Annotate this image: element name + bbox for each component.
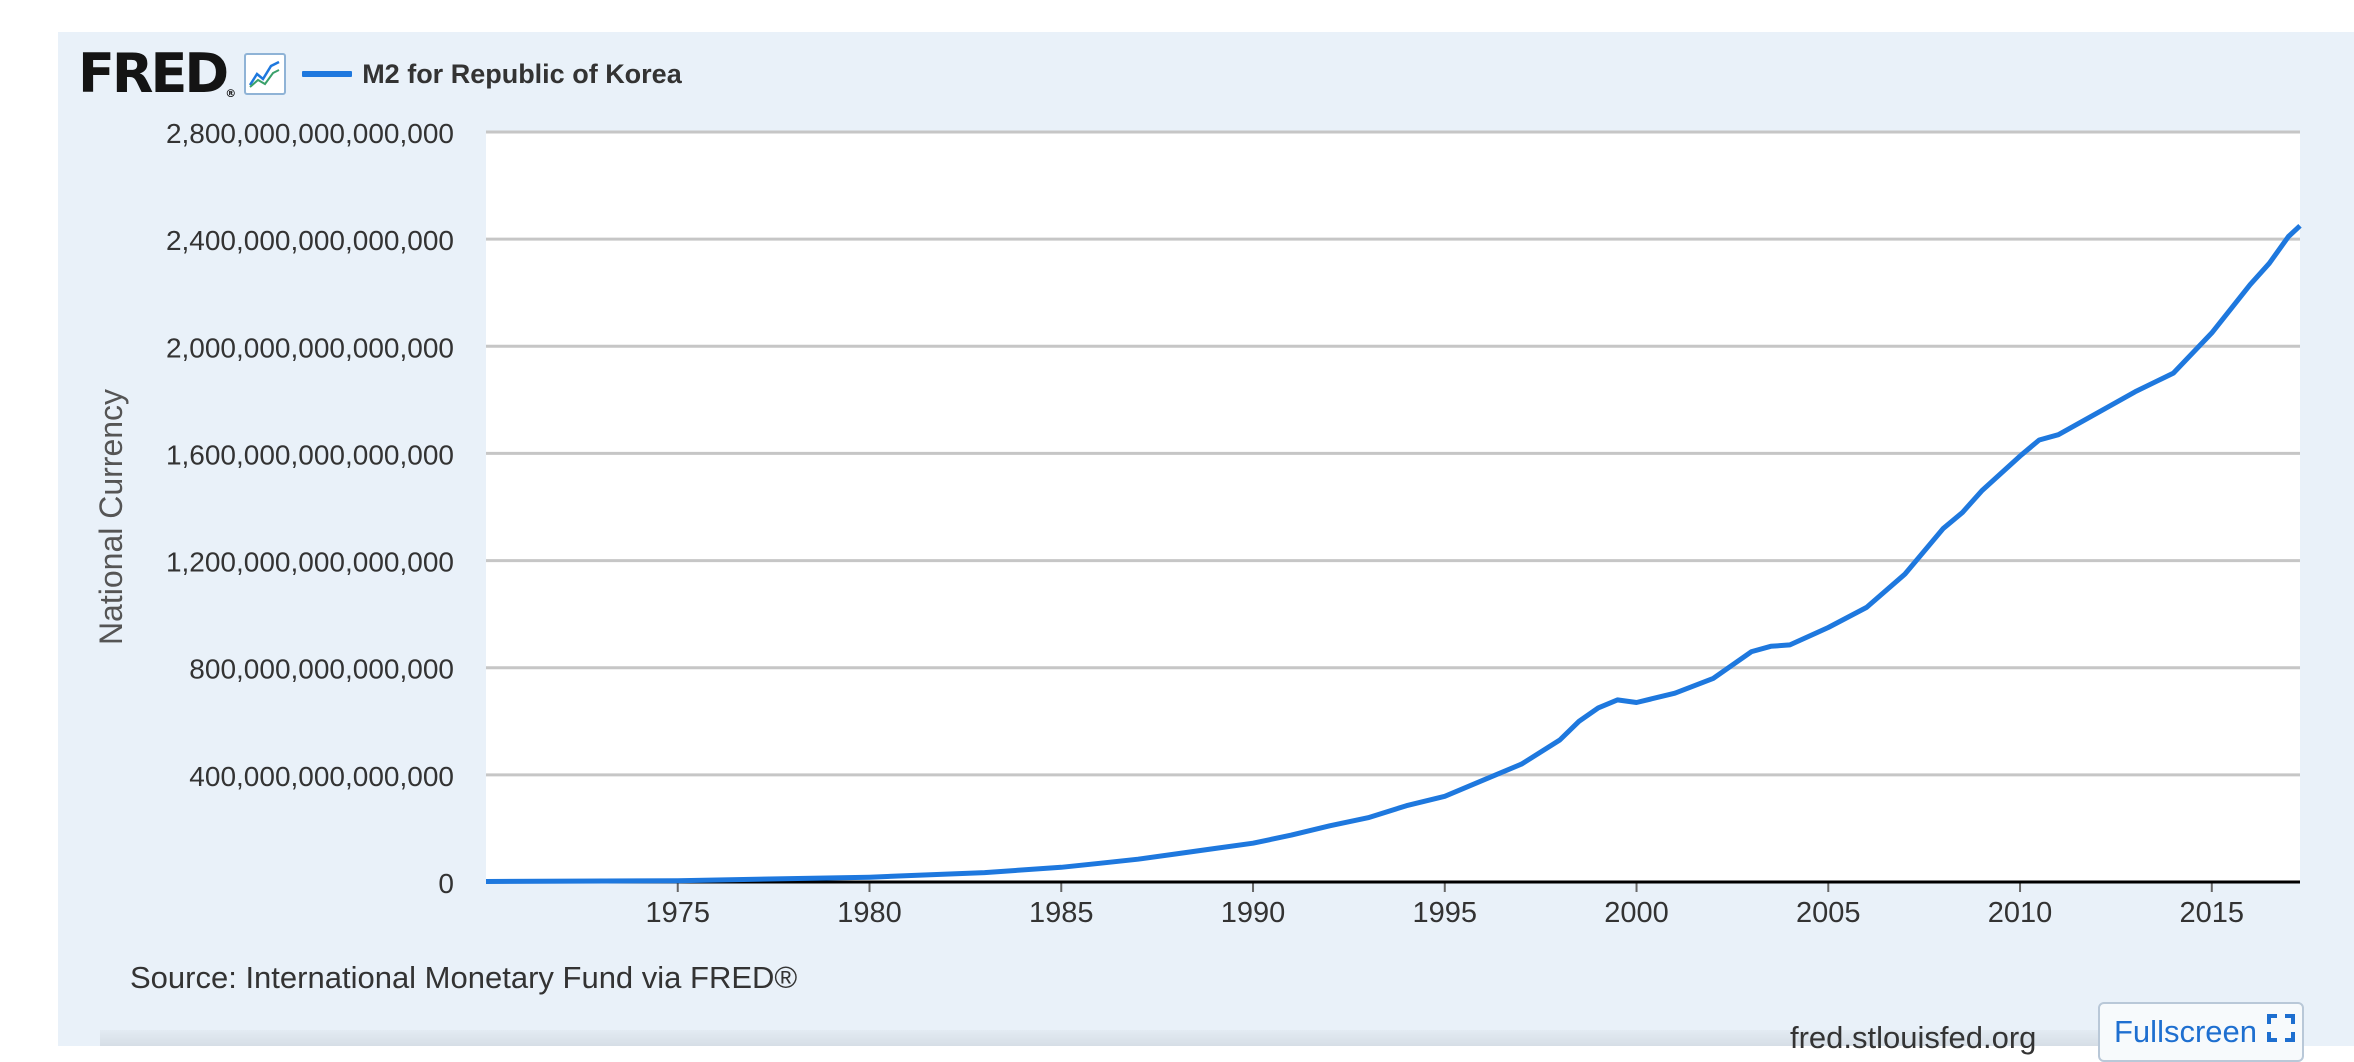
x-axis-ticks: 1975 1980 1985 1990 1995 2000 2005 2010 2015: [645, 882, 2244, 929]
y-tick-label: 2,000,000,000,000,000: [166, 332, 454, 363]
expand-icon: [2267, 1014, 2295, 1050]
y-tick-label: 2,800,000,000,000,000: [166, 118, 454, 149]
y-axis-label: National Currency: [93, 389, 129, 645]
x-tick-label: 1975: [645, 897, 710, 929]
x-tick-label: 2015: [2180, 897, 2245, 929]
y-axis-ticks: 0 400,000,000,000,000 800,000,000,000,000 1…: [166, 118, 454, 899]
y-tick-label: 0: [438, 868, 454, 899]
x-tick-label: 1995: [1413, 897, 1478, 929]
legend-swatch: [302, 71, 353, 77]
y-tick-label: 800,000,000,000,000: [189, 654, 454, 685]
series-line[interactable]: [485, 223, 2302, 884]
x-tick-label: 1985: [1029, 897, 1094, 929]
x-tick-label: 2010: [1988, 897, 2053, 929]
site-link[interactable]: fred.stlouisfed.org: [1790, 1020, 2037, 1055]
line-chart: 0 400,000,000,000,000 800,000,000,000,000 1…: [93, 118, 2302, 929]
fullscreen-label: Fullscreen: [2114, 1014, 2257, 1049]
plot-area: [486, 132, 2300, 882]
y-tick-label: 2,400,000,000,000,000: [166, 225, 454, 256]
x-tick-label: 1990: [1221, 897, 1286, 929]
fullscreen-button[interactable]: Fullscreen: [2098, 1002, 2304, 1062]
y-tick-label: 1,600,000,000,000,000: [166, 439, 454, 470]
y-tick-label: 400,000,000,000,000: [189, 761, 454, 792]
x-tick-label: 2000: [1604, 897, 1669, 929]
y-tick-label: 1,200,000,000,000,000: [166, 547, 454, 578]
line-chart-icon[interactable]: [244, 53, 287, 95]
grid-lines: [486, 130, 2300, 777]
source-note: Source: International Monetary Fund via …: [130, 960, 798, 995]
legend-label[interactable]: M2 for Republic of Korea: [362, 58, 682, 89]
chart-header: FRED ® M2 for Republic of Korea: [78, 46, 682, 102]
fred-logo[interactable]: FRED ®: [78, 42, 237, 105]
panel-shadow: [100, 1030, 2300, 1046]
x-tick-label: 1980: [837, 897, 902, 929]
x-tick-label: 2005: [1796, 897, 1861, 929]
